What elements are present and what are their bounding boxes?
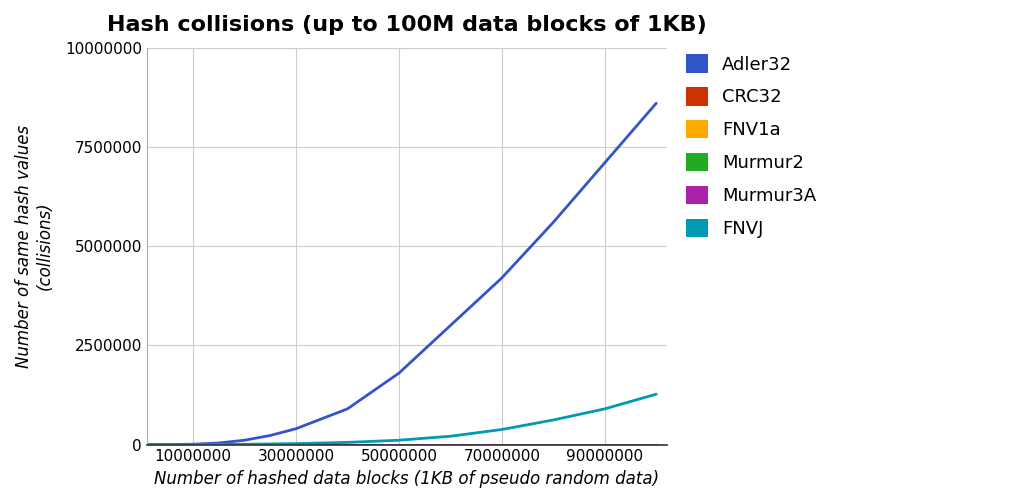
FNVJ: [161, 442, 173, 448]
Y-axis label: Number of same hash values
(collisions): Number of same hash values (collisions): [15, 125, 54, 368]
FNVJ: [650, 391, 663, 397]
FNVJ: [393, 437, 406, 443]
FNVJ: [140, 442, 153, 448]
Adler32: [547, 219, 559, 225]
Adler32: [187, 441, 200, 447]
Adler32: [496, 275, 508, 281]
Adler32: [650, 100, 663, 106]
Line: Adler32: Adler32: [146, 103, 656, 445]
Legend: Adler32, CRC32, FNV1a, Murmur2, Murmur3A, FNVJ: Adler32, CRC32, FNV1a, Murmur2, Murmur3A…: [681, 49, 822, 243]
Adler32: [140, 442, 153, 448]
Title: Hash collisions (up to 100M data blocks of 1KB): Hash collisions (up to 100M data blocks …: [106, 15, 707, 35]
FNVJ: [496, 427, 508, 433]
FNVJ: [444, 433, 457, 439]
Adler32: [161, 442, 173, 448]
X-axis label: Number of hashed data blocks (1KB of pseudo random data): Number of hashed data blocks (1KB of pse…: [154, 470, 659, 488]
Adler32: [599, 160, 611, 166]
Adler32: [264, 433, 276, 439]
FNVJ: [341, 440, 353, 446]
FNVJ: [187, 442, 200, 448]
FNVJ: [547, 417, 559, 423]
Adler32: [239, 437, 251, 443]
FNVJ: [599, 406, 611, 412]
Adler32: [444, 322, 457, 328]
Adler32: [290, 426, 302, 432]
Adler32: [213, 440, 225, 446]
FNVJ: [290, 441, 302, 447]
Adler32: [341, 406, 353, 412]
Adler32: [393, 370, 406, 376]
FNVJ: [239, 441, 251, 447]
Line: FNVJ: FNVJ: [146, 394, 656, 445]
